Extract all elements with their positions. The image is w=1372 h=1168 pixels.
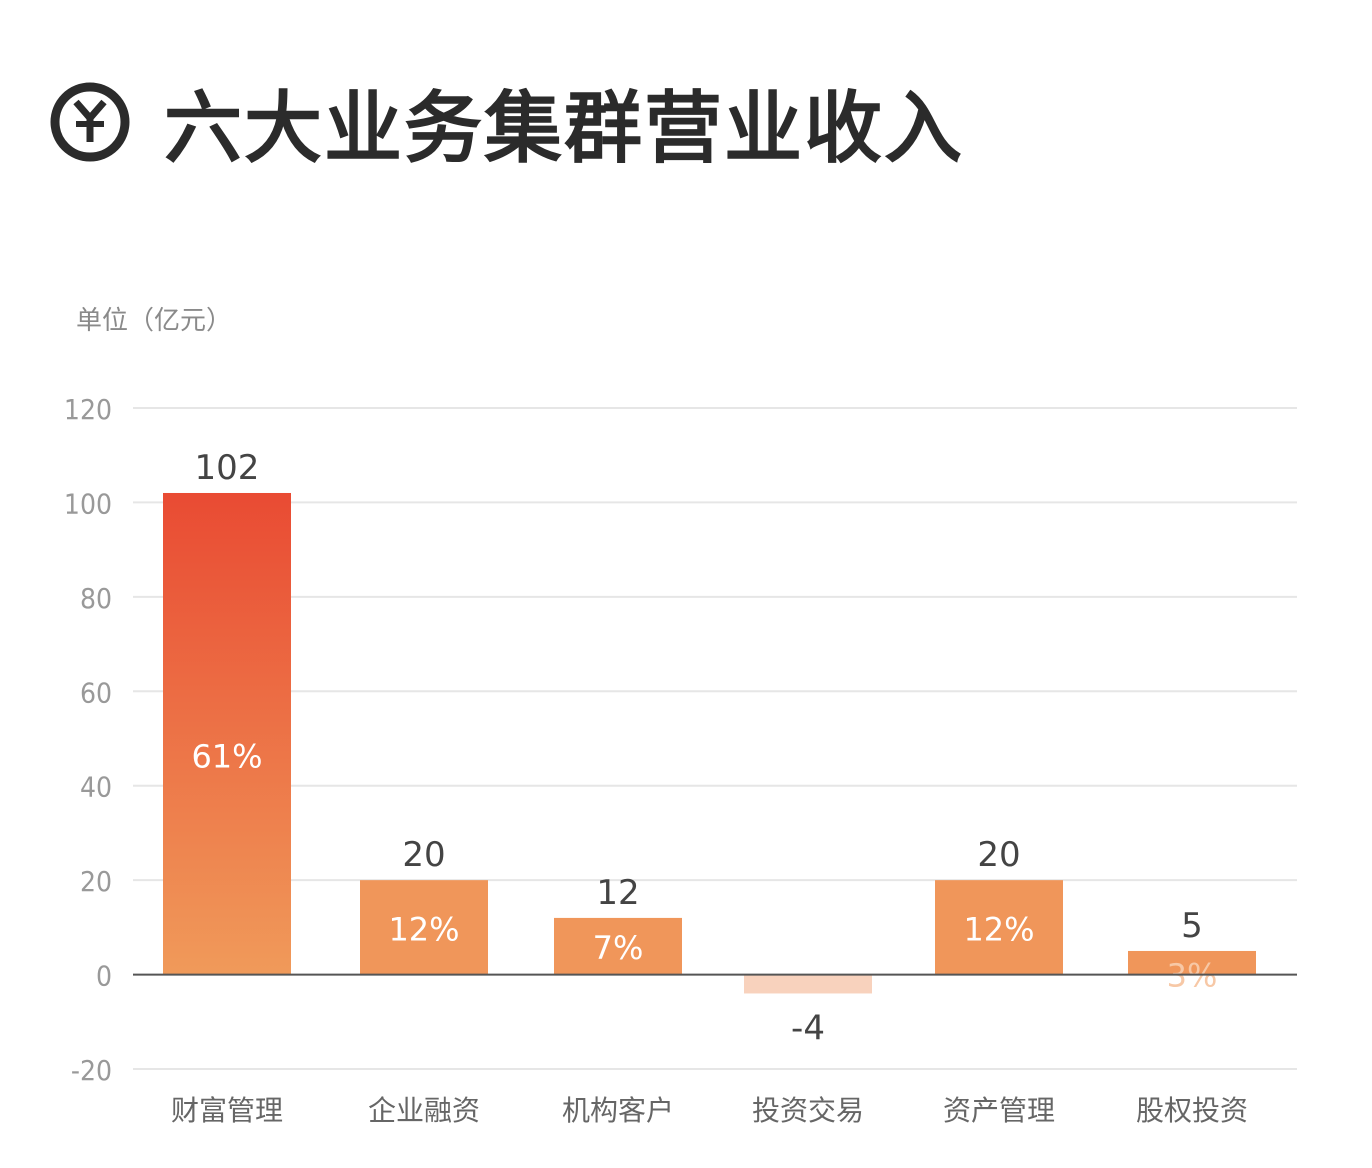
x-tick-label: 企业融资 [368,1094,480,1127]
y-tick-label: 40 [80,771,112,804]
x-tick-label: 股权投资 [1136,1094,1248,1127]
value-label: 20 [977,835,1020,875]
value-label: 12 [596,873,639,913]
bar [163,492,291,975]
x-tick-label: 资产管理 [943,1094,1055,1127]
page-title: 六大业务集群营业收入 [164,84,965,174]
value-label: 20 [402,835,445,875]
y-axis-label: 单位（亿元） [76,306,233,336]
y-tick-label: 0 [96,960,112,993]
value-label: 5 [1181,906,1203,946]
y-tick-label: 100 [64,487,112,520]
bar [554,917,682,975]
value-label: 102 [195,448,260,488]
x-tick-label: 投资交易 [752,1094,864,1127]
bar [1128,950,1256,975]
y-tick-label: 20 [80,865,112,898]
y-tick-label: 60 [80,676,112,709]
y-tick-label: -20 [71,1054,112,1087]
bar [744,974,872,994]
y-tick-label: 80 [80,582,112,615]
bar [360,880,488,975]
yen-circle-icon [50,82,130,162]
share-label: 12% [388,910,459,948]
x-tick-label: 财富管理 [171,1094,283,1127]
chart-title: 六大业务集群营业收入 [48,66,964,178]
y-tick-label: 120 [64,393,112,426]
bar [935,880,1063,975]
share-label: 7% [593,929,644,967]
value-label: -4 [791,1008,825,1048]
share-label: 12% [963,910,1034,948]
share-label: 61% [191,737,262,775]
x-tick-label: 机构客户 [562,1094,674,1127]
